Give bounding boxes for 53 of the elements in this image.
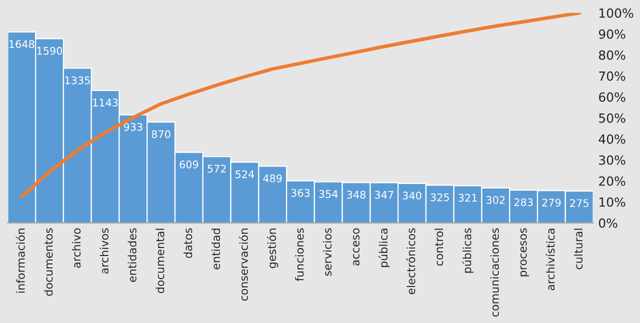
data-label: 348 (347, 190, 366, 199)
y2-tick-label: 60% (599, 92, 626, 102)
y2-tick-label: 80% (598, 50, 626, 60)
x-tick-label: archivos (100, 228, 109, 274)
data-label: 489 (263, 174, 282, 182)
y2-tick-label: 50% (599, 113, 626, 123)
x-tick-label: pública (378, 228, 390, 267)
data-label: 340 (402, 192, 422, 200)
x-tick-label: archivística (546, 228, 555, 290)
data-label: 302 (486, 196, 505, 204)
y2-tick-label: 10% (600, 197, 626, 207)
data-label: 1335 (65, 76, 90, 84)
data-label: 347 (374, 190, 394, 199)
x-tick-label: archivo (72, 228, 81, 268)
data-label: 325 (430, 193, 449, 202)
x-tick-label: electrónicos (406, 228, 416, 294)
data-label: 1648 (10, 40, 34, 48)
x-tick-label: documental (156, 228, 164, 294)
x-tick-label: datos (184, 228, 192, 258)
data-label: 572 (208, 164, 226, 173)
data-label: 1590 (37, 46, 62, 55)
data-label: 609 (180, 160, 198, 168)
y2-tick-label: 20% (599, 176, 626, 186)
x-tick-label: documentos (44, 228, 53, 296)
x-tick-label: entidad (211, 228, 220, 270)
y2-tick-label: 100% (600, 8, 634, 18)
x-tick-label: gestión (266, 228, 278, 268)
x-tick-label: entidades (128, 228, 136, 282)
data-label: 933 (124, 122, 142, 131)
data-label: 354 (319, 190, 338, 198)
y2-tick-label: 90% (598, 29, 626, 39)
data-label: 321 (458, 194, 477, 202)
data-label: 275 (570, 199, 588, 208)
y2-tick-label: 30% (599, 155, 626, 165)
data-label: 524 (236, 170, 254, 178)
x-tick-label: servicios (322, 228, 332, 276)
x-tick-label: control (434, 228, 444, 266)
x-tick-label: conservación (238, 228, 248, 301)
x-tick-label: procesos (520, 228, 529, 276)
data-label: 1143 (93, 98, 118, 107)
data-label: 363 (291, 188, 310, 197)
y2-tick-label: 40% (598, 134, 626, 144)
x-tick-label: acceso (353, 228, 360, 266)
x-tick-label: cultural (574, 228, 583, 270)
data-label: 870 (152, 130, 170, 138)
data-label: 283 (514, 198, 533, 206)
data-label: 279 (542, 198, 561, 207)
x-tick-label: información (16, 228, 25, 293)
x-tick-label: funciones (295, 228, 304, 282)
x-tick-label: comunicaciones (490, 228, 499, 317)
x-tick-label: públicas (462, 228, 474, 273)
y2-tick-label: 0% (598, 218, 618, 228)
y2-tick-label: 70% (599, 71, 626, 81)
